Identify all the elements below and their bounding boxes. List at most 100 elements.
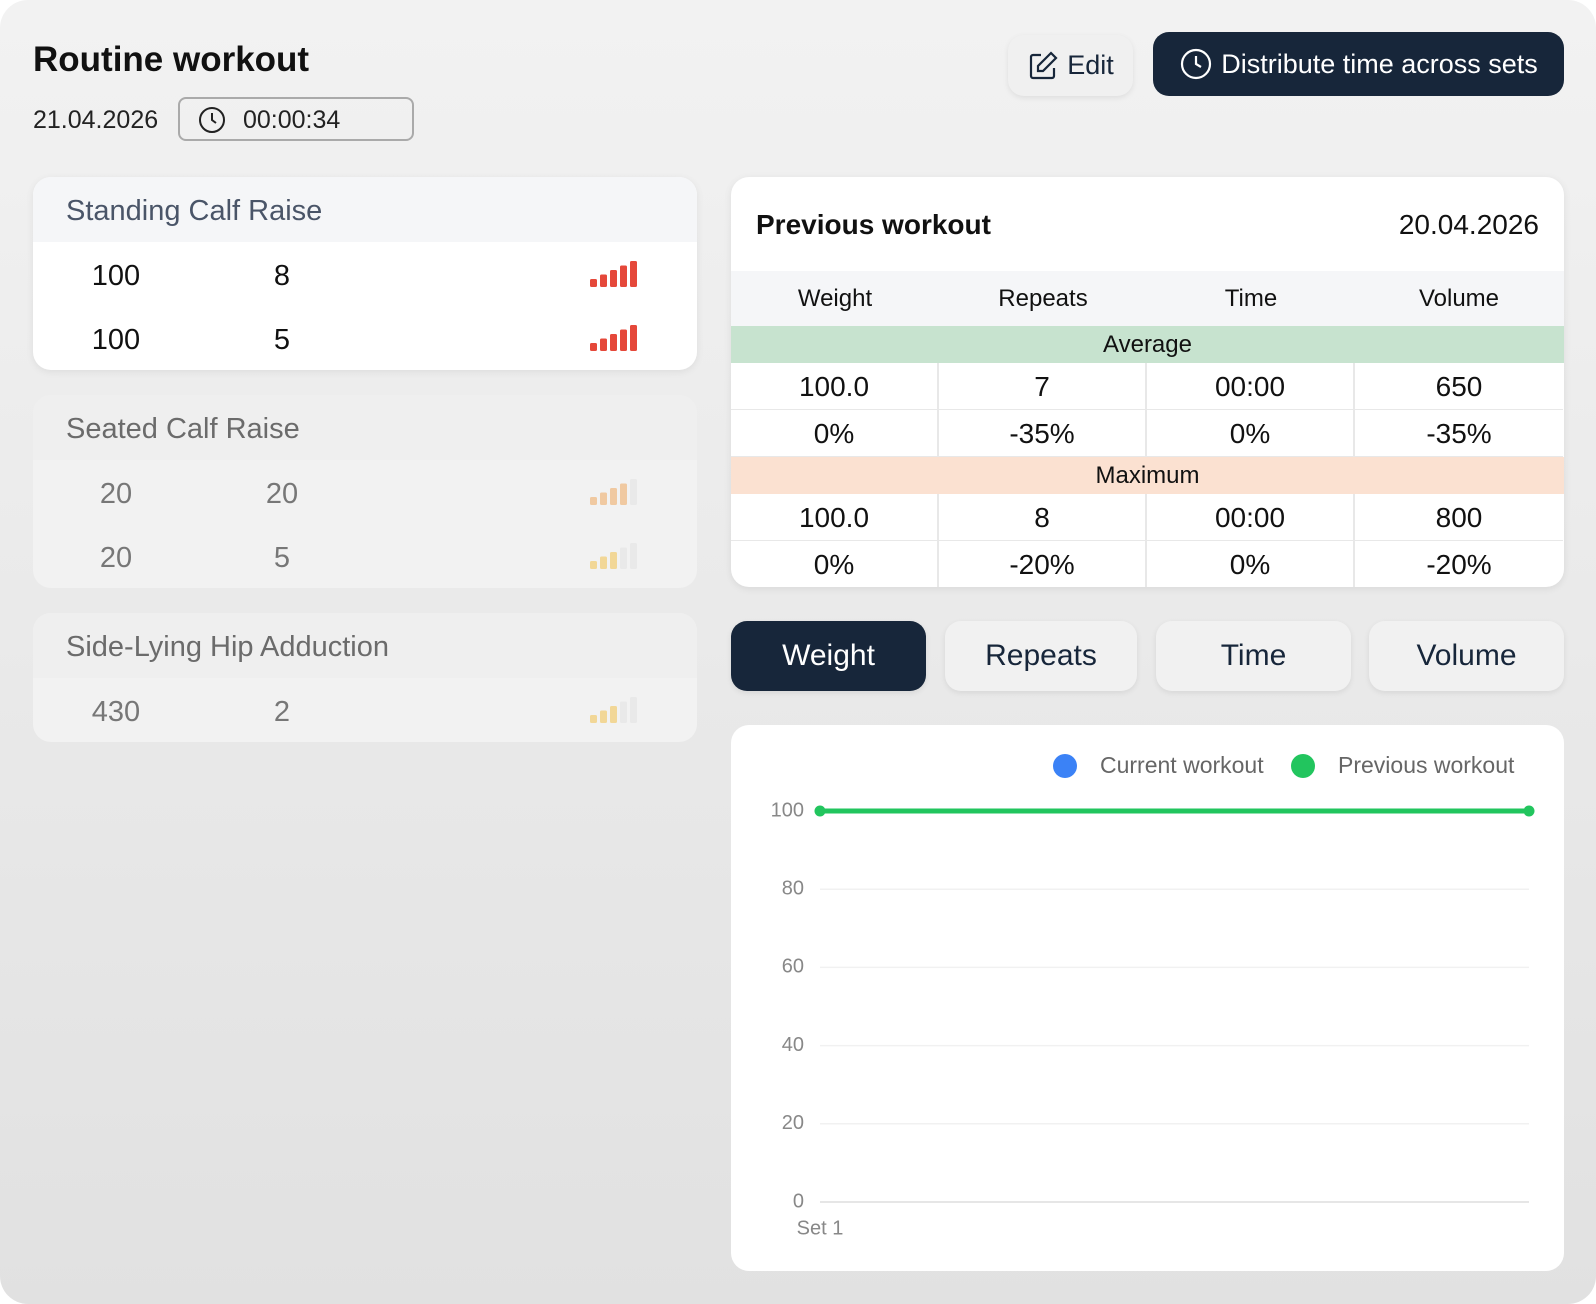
intensity-bar (590, 715, 597, 723)
set-repeats: 8 (273, 260, 291, 292)
table-cell: -20% (1355, 541, 1563, 587)
previous-date: 20.04.2026 (1398, 209, 1539, 240)
tab[interactable]: Volume (1369, 621, 1564, 691)
table-cell: -35% (939, 410, 1147, 457)
tab[interactable]: Repeats (945, 621, 1137, 691)
intensity-bar (620, 547, 627, 569)
intensity-bar (620, 483, 627, 505)
exercise-card[interactable]: Standing Calf Raise 100 8 100 5 (33, 177, 697, 370)
table-cell: -20% (939, 541, 1147, 587)
table-cell: 650 (1355, 363, 1563, 410)
timer[interactable]: 00:00:34 (178, 97, 414, 141)
edit-label: Edit (1067, 50, 1114, 80)
column-label: Time (1224, 285, 1278, 312)
y-tick-label: 60 (782, 956, 804, 978)
y-tick-label: 40 (782, 1034, 804, 1056)
intensity-bar (600, 492, 607, 505)
series-point (814, 805, 826, 817)
intensity-bar (610, 488, 617, 505)
set-weight: 20 (99, 478, 133, 510)
intensity-bar (630, 479, 637, 505)
clock-icon (1181, 48, 1212, 80)
previous-title: Previous workout (756, 209, 991, 240)
y-tick-label: 100 (771, 799, 804, 821)
y-tick-label: 80 (782, 877, 804, 899)
column-header (731, 271, 1564, 326)
intensity-bars (590, 479, 637, 505)
table-cell: 0% (1147, 410, 1355, 457)
legend-label: Previous workout (1338, 752, 1515, 778)
series-point (1523, 805, 1535, 817)
set-row: 100 8 (33, 242, 697, 306)
set-weight: 430 (91, 696, 141, 728)
set-weight: 100 (91, 324, 141, 356)
column-label: Volume (1418, 285, 1500, 312)
set-repeats: 20 (265, 478, 299, 510)
set-row: 430 2 (33, 678, 697, 742)
tab[interactable]: Weight (731, 621, 926, 691)
intensity-bar (630, 543, 637, 569)
intensity-bar (590, 279, 597, 287)
intensity-bar (590, 561, 597, 569)
column-label: Repeats (998, 285, 1088, 312)
exercise-name: Standing Calf Raise (33, 177, 697, 242)
intensity-bars (590, 325, 637, 351)
intensity-bar (600, 710, 607, 723)
clock-icon (199, 107, 225, 133)
intensity-bar (630, 697, 637, 723)
legend-swatch (1053, 754, 1077, 778)
y-tick-label: 0 (793, 1190, 804, 1212)
intensity-bar (610, 552, 617, 569)
intensity-bar (590, 343, 597, 351)
set-weight: 100 (91, 260, 141, 292)
intensity-bar (610, 706, 617, 723)
table-cell: 800 (1355, 494, 1563, 541)
table-cell: 00:00 (1147, 363, 1355, 410)
exercise-card[interactable]: Seated Calf Raise 20 20 20 5 (33, 395, 697, 588)
table-cell: 100.0 (731, 363, 939, 410)
legend-swatch (1291, 754, 1315, 778)
intensity-bar (630, 325, 637, 351)
set-row: 100 5 (33, 306, 697, 370)
distribute-button[interactable]: Distribute time across sets (1153, 32, 1564, 96)
intensity-bar (620, 329, 627, 351)
tab[interactable]: Time (1156, 621, 1351, 691)
set-repeats: 5 (273, 542, 291, 574)
set-row: 20 5 (33, 524, 697, 588)
section-label: Average (731, 326, 1564, 363)
set-repeats: 5 (273, 324, 291, 356)
section-label: Maximum (731, 457, 1564, 494)
legend-label: Current workout (1100, 752, 1264, 778)
exercise-name: Side-Lying Hip Adduction (33, 613, 697, 678)
exercise-name: Seated Calf Raise (33, 395, 697, 460)
chart: 0 20 40 60 80 100 Set 1 Current workout Previous… (771, 752, 1535, 1239)
title: Routine workout (33, 40, 310, 79)
intensity-bar (600, 556, 607, 569)
distribute-label: Distribute time across sets (1221, 48, 1538, 79)
table-cell: 7 (939, 363, 1147, 410)
intensity-bar (630, 261, 637, 287)
set-weight: 20 (99, 542, 133, 574)
previous-workout: Previous workout 20.04.2026 Weight Repeat… (731, 177, 1564, 587)
table-cell: 100.0 (731, 494, 939, 541)
intensity-bar (620, 701, 627, 723)
intensity-bar (610, 334, 617, 351)
table-cell: 0% (731, 410, 939, 457)
date: 21.04.2026 (33, 106, 159, 134)
table-cell: 8 (939, 494, 1147, 541)
table-cell: 0% (1147, 541, 1355, 587)
table-cell: 00:00 (1147, 494, 1355, 541)
set-row: 20 20 (33, 460, 697, 524)
exercise-card[interactable]: Side-Lying Hip Adduction 430 2 (33, 613, 697, 742)
intensity-bar (600, 338, 607, 351)
intensity-bar (610, 270, 617, 287)
pencil-icon (1030, 50, 1058, 79)
edit-button[interactable]: Edit (1008, 35, 1133, 96)
intensity-bars (590, 543, 637, 569)
table-cell: -35% (1355, 410, 1563, 457)
column-label: Weight (797, 285, 873, 312)
intensity-bars (590, 697, 637, 723)
intensity-bar (600, 274, 607, 287)
timer-text: 00:00:34 (243, 106, 341, 134)
intensity-bars (590, 261, 637, 287)
